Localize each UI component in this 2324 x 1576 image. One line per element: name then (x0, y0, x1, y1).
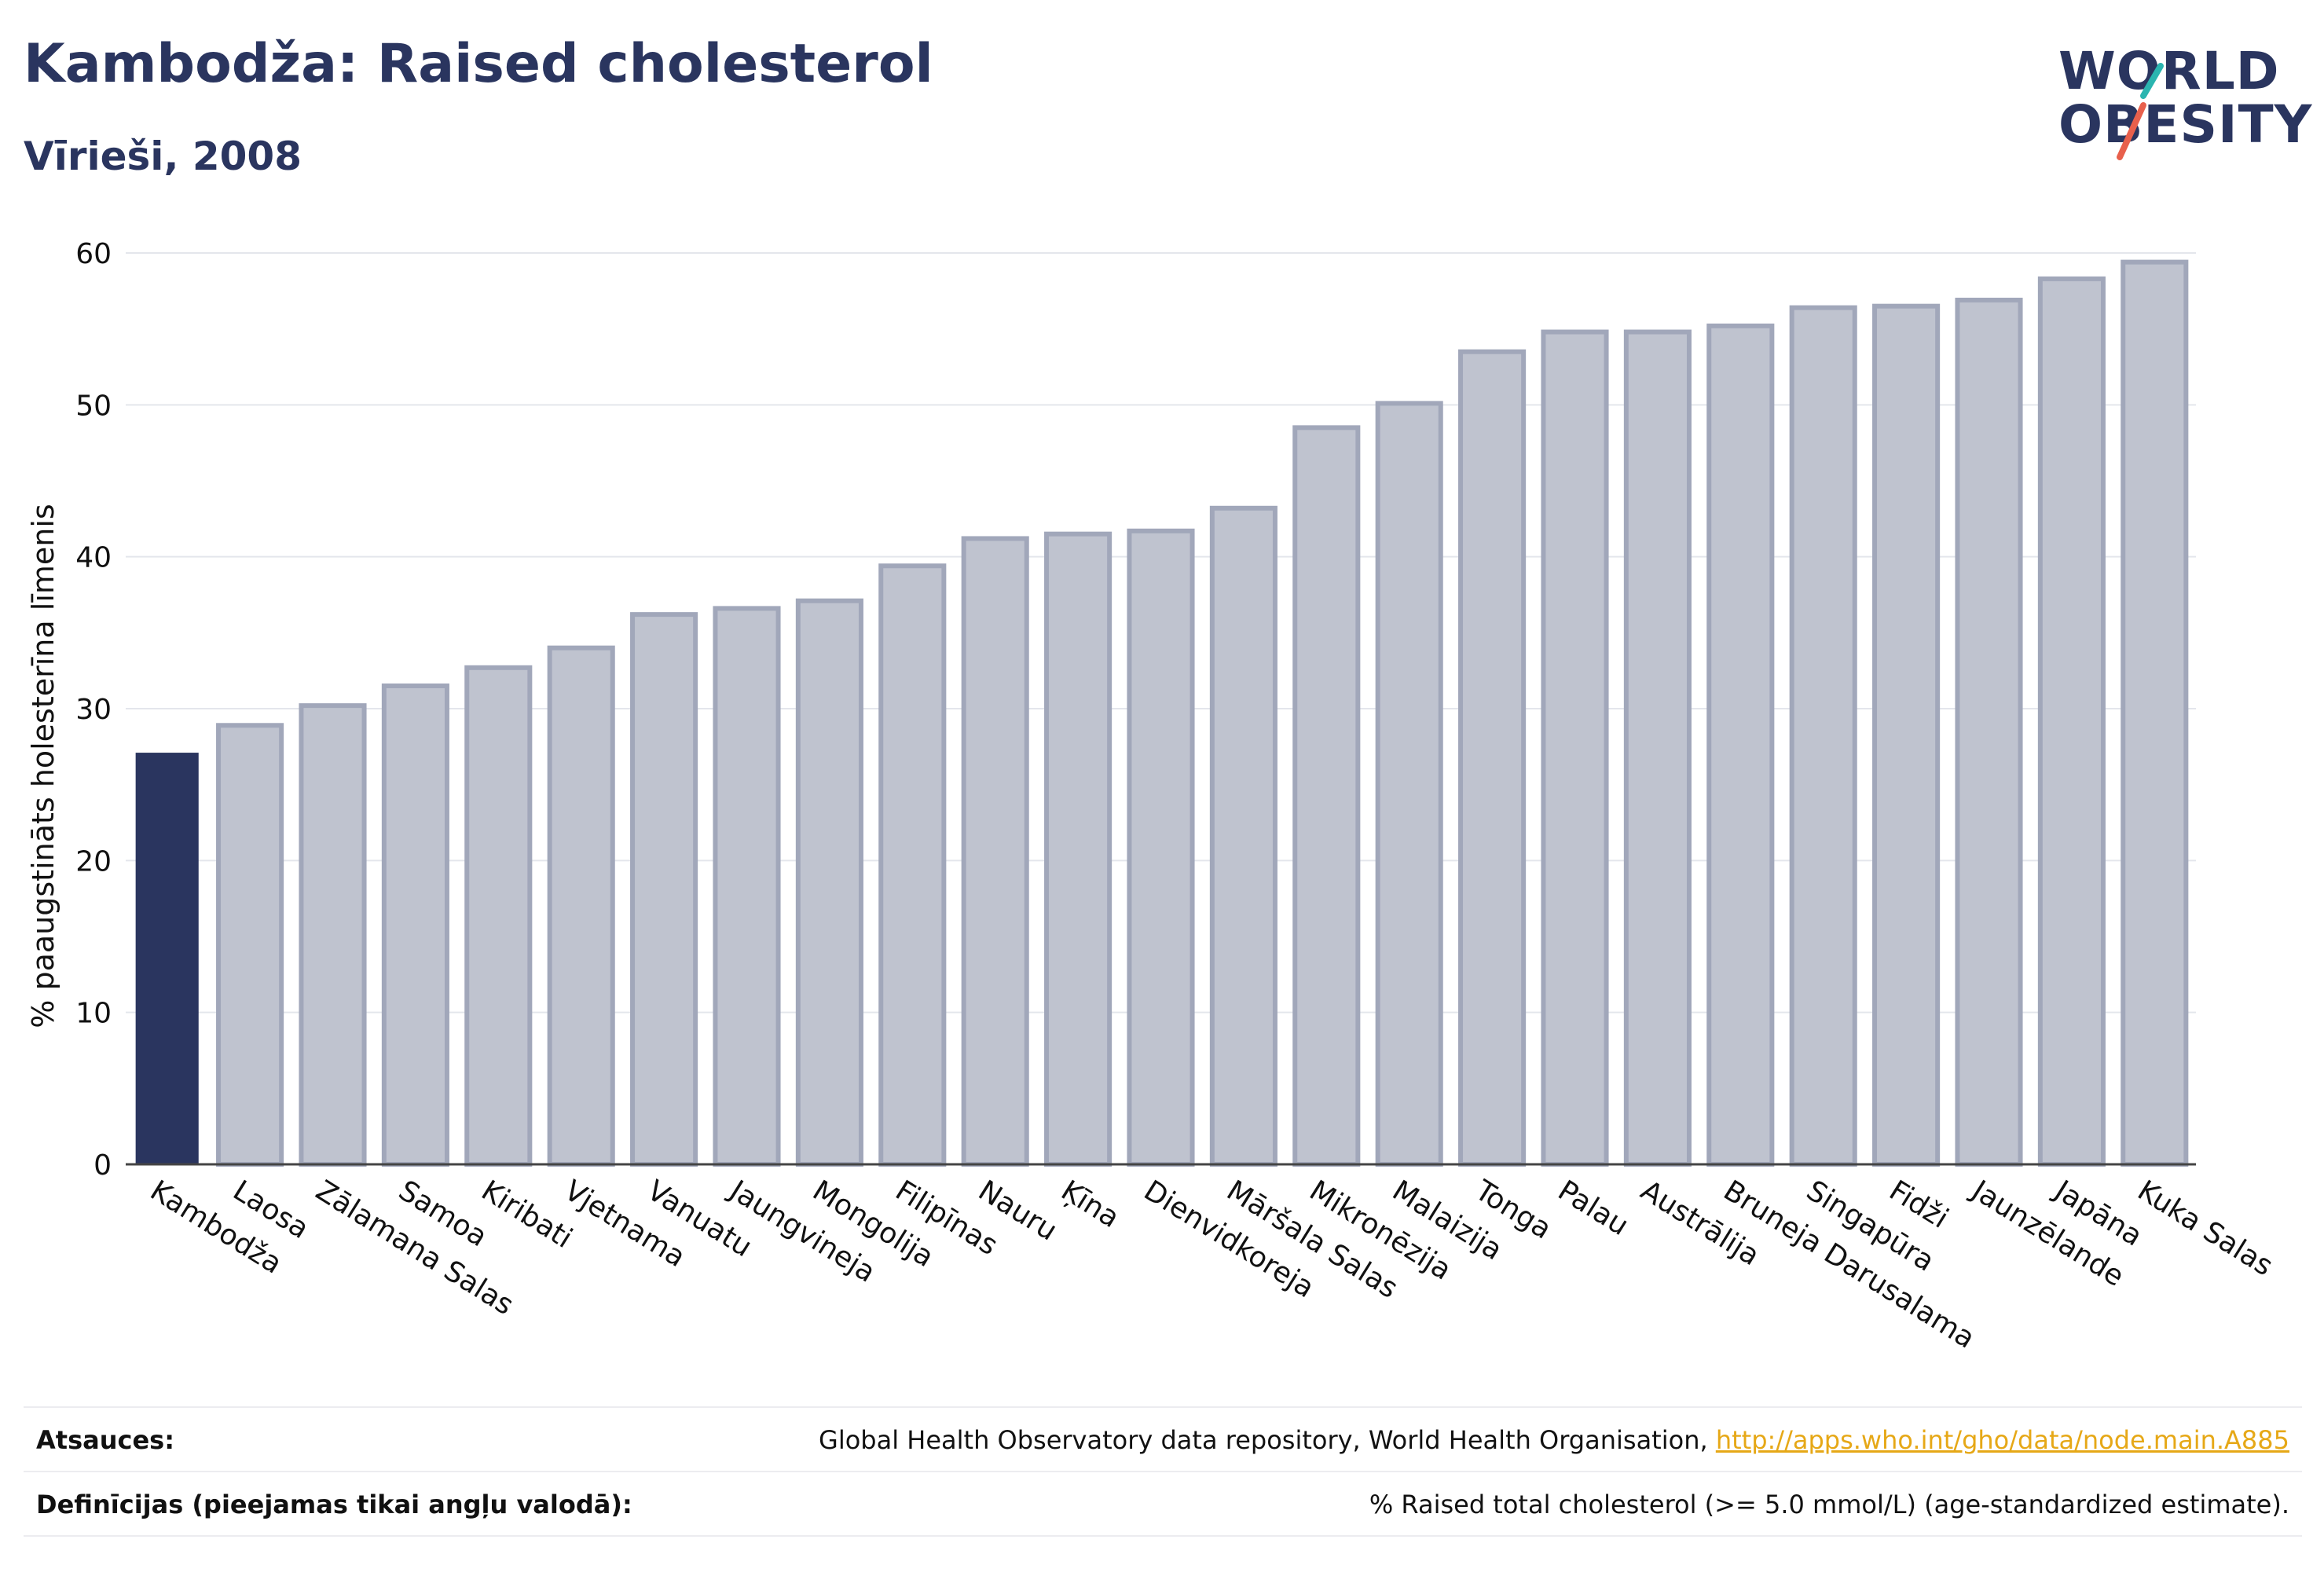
bar-6[interactable] (630, 612, 698, 1167)
bar-20[interactable] (1789, 305, 1857, 1167)
x-tick-label: Kiribati (476, 1175, 578, 1255)
bar-23[interactable] (2037, 276, 2106, 1167)
bar-16[interactable] (1458, 349, 1527, 1167)
y-tick-labels: 0 10 20 30 40 50 60 (75, 238, 112, 1182)
logo-slash-teal (2140, 63, 2164, 99)
footer-sources-row: Atsauces: Global Health Observatory data… (24, 1406, 2302, 1472)
bar-24[interactable] (2121, 259, 2189, 1167)
logo-line-2: OBESITY (2058, 94, 2313, 155)
y-tick-label: 40 (75, 542, 112, 574)
y-tick-label: 10 (75, 998, 112, 1030)
y-tick-label: 30 (75, 694, 112, 726)
bar-4[interactable] (464, 665, 533, 1167)
y-tick-label: 20 (75, 845, 112, 878)
bar-8[interactable] (795, 598, 863, 1167)
x-tick-label: Ķīna (1055, 1175, 1124, 1234)
bar-12[interactable] (1127, 528, 1195, 1167)
sources-label: Atsauces: (36, 1425, 174, 1455)
sources-value: Global Health Observatory data repositor… (819, 1425, 2302, 1455)
bar-1[interactable] (216, 723, 284, 1167)
bars (135, 259, 2189, 1167)
footer-divider (24, 1535, 2302, 1537)
bar-10[interactable] (961, 536, 1029, 1167)
y-tick-label: 60 (75, 238, 112, 270)
logo-slash-red (2117, 102, 2146, 160)
chart-subtitle: Vīrieši, 2008 (24, 134, 302, 179)
chart-title: Kambodža: Raised cholesterol (24, 33, 933, 95)
sources-link[interactable]: http://apps.who.int/gho/data/node.main.A… (1715, 1425, 2289, 1455)
world-obesity-logo[interactable]: WORLD OBESITY (2058, 39, 2311, 165)
x-tick-label: Kuka Salas (2132, 1175, 2278, 1283)
bar-19[interactable] (1706, 323, 1775, 1167)
y-axis-label: % paaugstināts holesterīna līmenis (26, 504, 60, 1028)
bar-0[interactable] (135, 753, 199, 1164)
logo-slash-icon (2117, 63, 2164, 160)
definitions-value: % Raised total cholesterol (>= 5.0 mmol/… (1369, 1490, 2289, 1519)
bar-17[interactable] (1541, 329, 1609, 1167)
bar-2[interactable] (299, 703, 367, 1167)
y-tick-label: 50 (75, 390, 112, 422)
logo-line-1: WORLD (2058, 41, 2280, 101)
bar-13[interactable] (1209, 505, 1277, 1167)
bar-9[interactable] (878, 563, 947, 1167)
bar-18[interactable] (1623, 329, 1692, 1167)
bar-7[interactable] (713, 606, 781, 1167)
bar-3[interactable] (381, 684, 449, 1167)
x-tick-label: Palau (1552, 1175, 1634, 1242)
bar-22[interactable] (1955, 297, 2023, 1167)
bar-11[interactable] (1044, 531, 1113, 1167)
footer-definitions-row: Definīcijas (pieejamas tikai angļu valod… (24, 1471, 2302, 1537)
bar-21[interactable] (1872, 303, 1941, 1167)
bar-15[interactable] (1375, 401, 1443, 1167)
definitions-label: Definīcijas (pieejamas tikai angļu valod… (36, 1490, 632, 1519)
y-tick-label: 0 (93, 1149, 112, 1182)
sources-text: Global Health Observatory data repositor… (819, 1425, 1708, 1455)
bar-5[interactable] (547, 645, 615, 1167)
bar-14[interactable] (1292, 425, 1361, 1167)
